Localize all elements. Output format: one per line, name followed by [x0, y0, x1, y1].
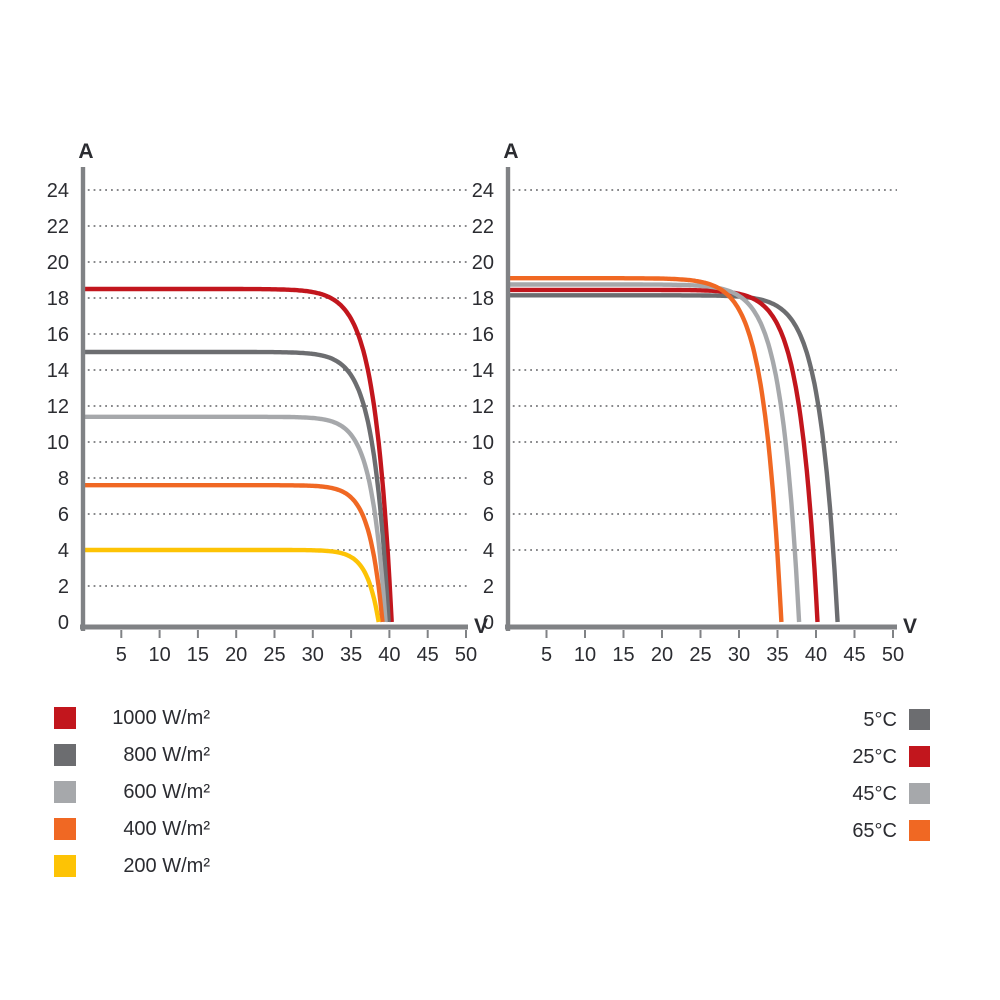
x-tick-label-10: 10	[574, 644, 596, 666]
y-tick-label-6: 6	[58, 504, 69, 526]
y-tick-label-18: 18	[47, 288, 69, 310]
x-tick-label-40: 40	[805, 644, 827, 666]
legend-label: 5°C	[863, 708, 897, 731]
legend-item-5-c: 5°C	[787, 701, 930, 738]
legend-swatch-200-w-m	[54, 854, 76, 877]
y-tick-label-24: 24	[47, 180, 69, 202]
x-tick-label-50: 50	[455, 644, 477, 666]
x-tick-label-25: 25	[689, 644, 711, 666]
x-tick-label-15: 15	[612, 644, 634, 666]
legend-label: 400 W/m²	[123, 817, 210, 840]
y-tick-label-16: 16	[472, 324, 494, 346]
x-tick-label-45: 45	[417, 644, 439, 666]
curve-65-c	[507, 276, 784, 623]
y-tick-label-12: 12	[47, 396, 69, 418]
y-tick-label-24: 24	[472, 180, 494, 202]
legend-item-25-c: 25°C	[787, 738, 930, 775]
x-tick-label-15: 15	[187, 644, 209, 666]
legend-item-400-w-m: 400 W/m²	[54, 810, 210, 847]
x-tick-label-35: 35	[766, 644, 788, 666]
legend-swatch-400-w-m	[54, 817, 76, 840]
y-tick-label-8: 8	[483, 468, 494, 490]
x-tick-label-5: 5	[541, 644, 552, 666]
curve-25-c	[507, 287, 820, 623]
x-tick-label-20: 20	[651, 644, 673, 666]
legend-item-200-w-m: 200 W/m²	[54, 847, 210, 884]
y-tick-label-10: 10	[47, 432, 69, 454]
legend-label: 200 W/m²	[123, 854, 210, 877]
x-axis-unit-label: V	[903, 615, 917, 638]
y-tick-label-16: 16	[47, 324, 69, 346]
x-tick-label-50: 50	[882, 644, 904, 666]
y-tick-label-20: 20	[47, 252, 69, 274]
y-tick-label-2: 2	[58, 576, 69, 598]
y-tick-label-12: 12	[472, 396, 494, 418]
legend-swatch-65-c	[909, 820, 930, 841]
legend-item-45-c: 45°C	[787, 775, 930, 812]
x-tick-label-30: 30	[302, 644, 324, 666]
temperature-legend: 5°C 25°C 45°C 65°C	[787, 701, 930, 849]
legend-item-1000-w-m: 1000 W/m²	[54, 699, 210, 736]
x-tick-label-45: 45	[843, 644, 865, 666]
y-tick-label-6: 6	[483, 504, 494, 526]
irradiance-legend: 1000 W/m² 800 W/m² 600 W/m² 400 W/m² 200 W/m…	[54, 699, 210, 884]
x-axis-unit-label: V	[474, 615, 488, 638]
curve-800-w-m	[82, 349, 391, 623]
x-tick-label-30: 30	[728, 644, 750, 666]
iv-curve-charts-canvas: 5 10 15 20 25 30 35 40 45 50024681012141618202224…	[47, 140, 917, 666]
curve-400-w-m	[82, 483, 385, 623]
legend-label: 800 W/m²	[123, 743, 210, 766]
legend-swatch-600-w-m	[54, 780, 76, 803]
legend-label: 1000 W/m²	[112, 706, 210, 729]
y-tick-label-14: 14	[472, 360, 494, 382]
x-tick-label-10: 10	[148, 644, 170, 666]
curve-600-w-m	[82, 414, 388, 623]
y-tick-label-8: 8	[58, 468, 69, 490]
legend-swatch-5-c	[909, 709, 930, 730]
y-tick-label-18: 18	[472, 288, 494, 310]
y-tick-label-0: 0	[58, 612, 69, 634]
x-tick-label-35: 35	[340, 644, 362, 666]
x-tick-label-20: 20	[225, 644, 247, 666]
curve-1000-w-m	[82, 286, 394, 623]
y-tick-label-0: 0	[483, 612, 494, 634]
x-tick-label-5: 5	[116, 644, 127, 666]
legend-label: 45°C	[852, 782, 897, 805]
y-tick-label-14: 14	[47, 360, 69, 382]
legend-swatch-25-c	[909, 746, 930, 767]
y-axis-unit-label: A	[503, 140, 518, 163]
irradiance-iv-chart: 5 10 15 20 25 30 35 40 45 50024681012141618202224…	[47, 140, 488, 666]
y-tick-label-4: 4	[58, 540, 69, 562]
curve-5-c	[507, 293, 840, 623]
legend-label: 600 W/m²	[123, 780, 210, 803]
curve-200-w-m	[82, 547, 381, 623]
legend-item-600-w-m: 600 W/m²	[54, 773, 210, 810]
y-tick-label-22: 22	[47, 216, 69, 238]
legend-label: 25°C	[852, 745, 897, 768]
curve-45-c	[507, 282, 802, 623]
legend-swatch-45-c	[909, 783, 930, 804]
y-tick-label-2: 2	[483, 576, 494, 598]
x-tick-label-25: 25	[263, 644, 285, 666]
legend-swatch-800-w-m	[54, 743, 76, 766]
y-tick-label-22: 22	[472, 216, 494, 238]
legend-swatch-1000-w-m	[54, 706, 76, 729]
y-axis-unit-label: A	[78, 140, 93, 163]
y-tick-label-20: 20	[472, 252, 494, 274]
temperature-iv-chart: 5 10 15 20 25 30 35 40 45 50024681012141618202224…	[472, 140, 917, 666]
legend-item-800-w-m: 800 W/m²	[54, 736, 210, 773]
y-tick-label-4: 4	[483, 540, 494, 562]
x-tick-label-40: 40	[378, 644, 400, 666]
y-tick-label-10: 10	[472, 432, 494, 454]
legend-item-65-c: 65°C	[787, 812, 930, 849]
legend-label: 65°C	[852, 819, 897, 842]
